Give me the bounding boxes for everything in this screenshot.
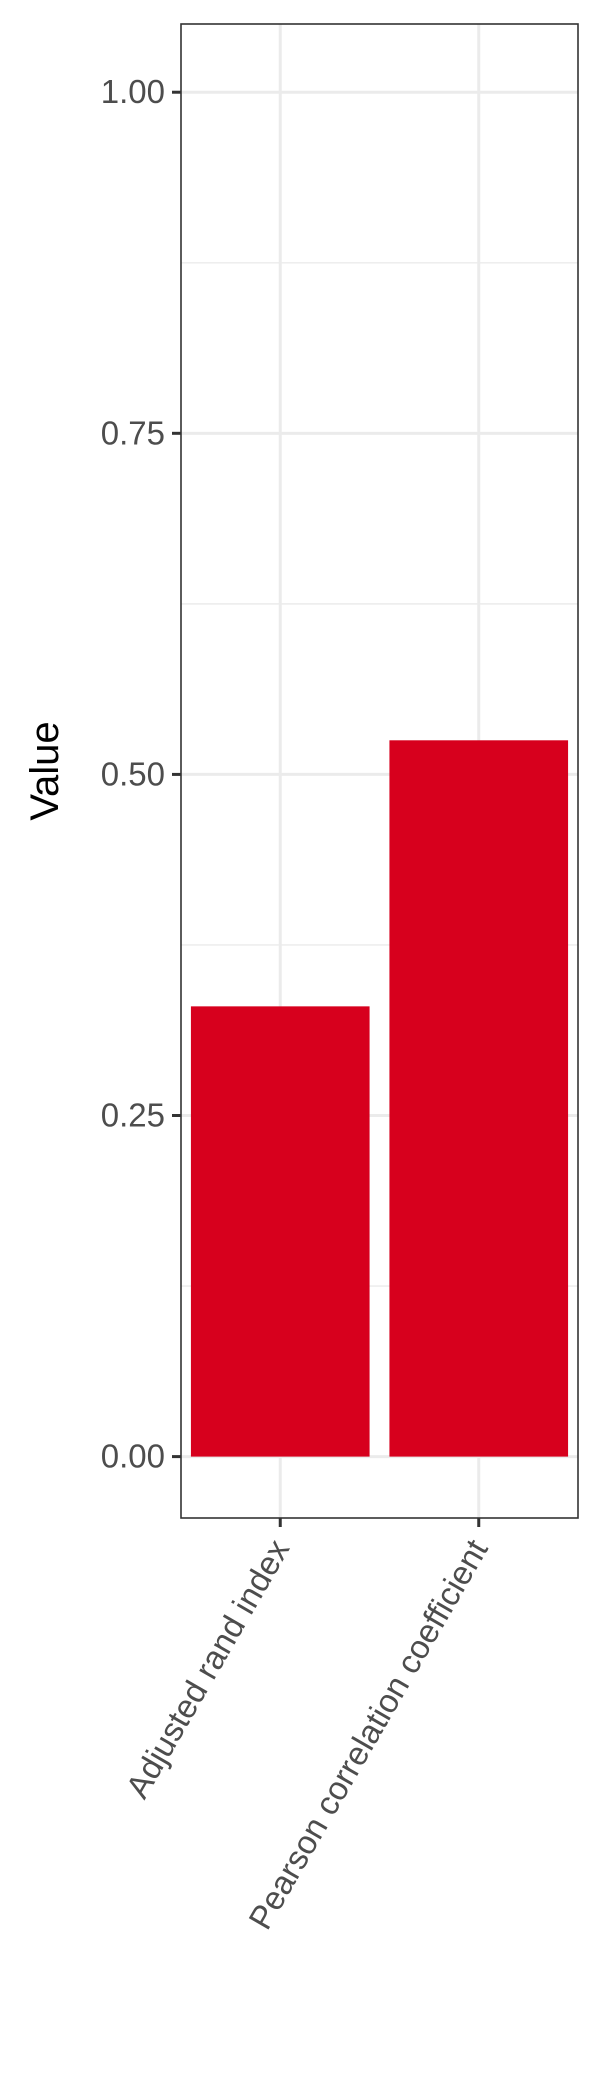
y-tick-label: 0.00 (101, 1438, 165, 1475)
y-tick-label: 0.50 (101, 755, 165, 792)
x-tick-label: Adjusted rand index (118, 1533, 296, 1805)
bar (190, 1006, 370, 1457)
y-axis-title: Value (23, 721, 67, 820)
bar (389, 740, 569, 1457)
panel-border (180, 23, 579, 1519)
y-tick-label: 0.75 (101, 414, 165, 451)
y-tick-label: 1.00 (101, 73, 165, 110)
y-tick-label: 0.25 (101, 1097, 165, 1134)
x-tick-label: Pearson correlation coefficient (241, 1533, 495, 1935)
bars (190, 740, 569, 1457)
